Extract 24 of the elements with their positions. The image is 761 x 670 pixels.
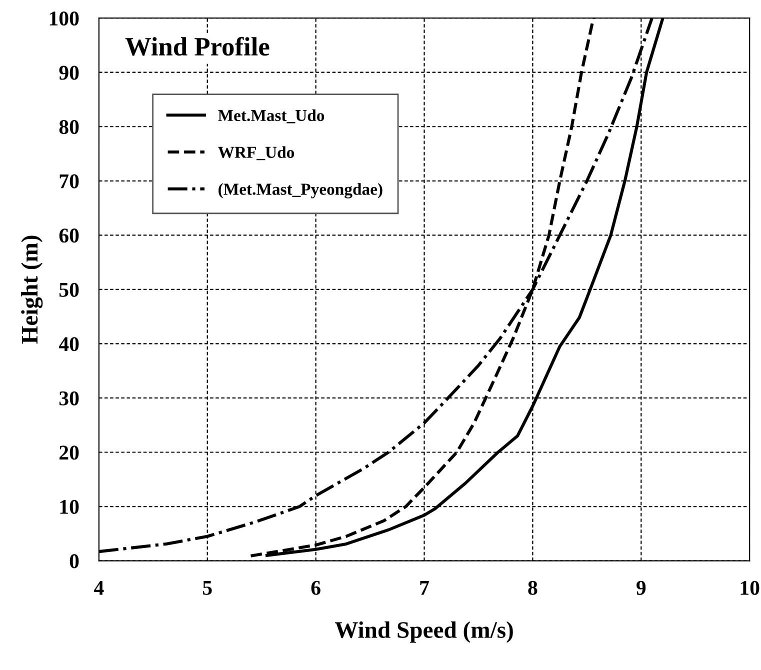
x-tick-label: 5 — [203, 581, 212, 595]
y-tick-label: 30 — [59, 391, 79, 406]
x-tick-label: 7 — [420, 581, 429, 595]
x-tick-label: 6 — [311, 580, 320, 595]
y-tick-label: 100 — [50, 11, 79, 26]
x-tick-label: 8 — [528, 580, 538, 595]
y-tick-label: 50 — [59, 282, 79, 297]
x-axis-title: Wind Speed (m/s) — [334, 621, 513, 643]
legend-label: WRF_Udo — [218, 146, 294, 160]
y-tick-label: 80 — [59, 120, 79, 134]
y-tick-label: 70 — [60, 174, 79, 188]
legend-label: Met.Mast_Udo — [218, 109, 324, 124]
legend-label: (Met.Mast_Pyeongdae) — [218, 183, 382, 198]
y-tick-label: 0 — [70, 554, 79, 568]
y-tick-label: 90 — [59, 66, 79, 80]
y-tick-label: 60 — [59, 228, 79, 243]
text: Wind Profile — [125, 36, 270, 56]
x-tick-label: 9 — [636, 580, 646, 595]
y-tick-label: 10 — [60, 500, 79, 514]
y-tick-label: 20 — [60, 446, 79, 460]
y-axis-title: Height (m) — [21, 236, 43, 344]
x-tick-label: 4 — [94, 580, 104, 595]
x-tick-label: 10 — [740, 580, 760, 595]
y-tick-label: 40 — [58, 337, 79, 352]
